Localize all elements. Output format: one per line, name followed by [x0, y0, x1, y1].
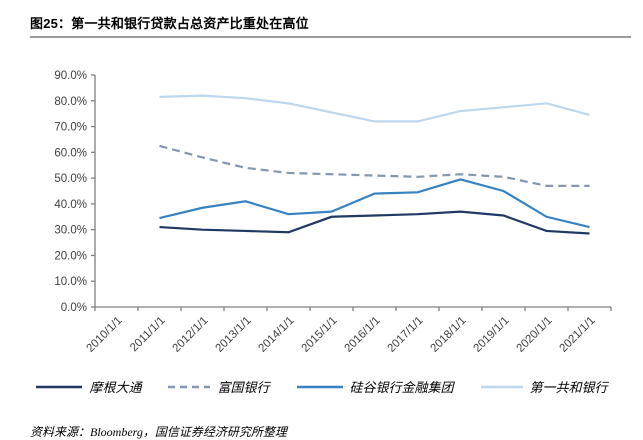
x-tick-label: 2011/1/1	[128, 315, 168, 355]
x-tick-label: 2019/1/1	[471, 315, 511, 355]
legend-marker-first-republic-line	[480, 385, 523, 388]
x-tick-label: 2012/1/1	[170, 315, 210, 355]
y-tick-label: 10.0%	[54, 276, 87, 288]
x-tick-label: 2015/1/1	[299, 315, 339, 355]
y-tick-label: 70.0%	[54, 122, 87, 134]
x-tick-label: 2021/1/1	[557, 315, 597, 355]
legend-label-wells-fargo: 富国银行	[217, 380, 270, 395]
series-line-first-republic	[159, 94, 590, 123]
legend-marker-jpmorgan-line	[36, 385, 83, 388]
series-line-svb-financial	[159, 178, 590, 229]
chart-legend: 摩根大通 富国银行 硅谷银行金融集团 第一共和银行	[0, 377, 643, 396]
x-tick-label: 2018/1/1	[428, 315, 468, 355]
legend-marker-svb-financial-line	[296, 385, 343, 388]
y-tick-label: 30.0%	[54, 225, 87, 237]
legend-item-svb-financial: 硅谷银行金融集团	[296, 377, 454, 396]
x-tick-label: 2020/1/1	[514, 315, 554, 355]
x-tick-label: 2013/1/1	[213, 315, 253, 355]
legend-item-first-republic: 第一共和银行	[480, 377, 608, 396]
legend-item-wells-fargo: 富国银行	[167, 377, 270, 396]
y-axis-labels: 0.0% 10.0% 20.0% 30.0% 40.0% 50.0% 60.0% 70.0% 8…	[54, 70, 87, 314]
series-line-wells-fargo	[159, 144, 590, 187]
source-note: 资料来源：Bloomberg，国信证券经济研究所整理	[30, 425, 287, 439]
legend-label-jpmorgan: 摩根大通	[89, 380, 142, 395]
x-tick-label: 2010/1/1	[84, 315, 124, 355]
axes	[91, 74, 612, 311]
figure-title: 图25：第一共和银行贷款占总资产比重处在高位	[30, 16, 309, 31]
y-tick-label: 20.0%	[54, 250, 87, 262]
y-tick-label: 40.0%	[54, 199, 87, 211]
x-tick-label: 2014/1/1	[256, 315, 296, 355]
x-axis-labels: 2010/1/1 2011/1/1 2012/1/1 2013/1/1 2014/1/1…	[84, 315, 597, 355]
series-line-jpmorgan	[159, 210, 590, 235]
title-underline	[30, 36, 631, 38]
y-tick-label: 90.0%	[54, 70, 87, 82]
legend-label-svb-financial: 硅谷银行金融集团	[349, 380, 454, 395]
y-tick-label: 60.0%	[54, 147, 87, 159]
y-tick-label: 0.0%	[61, 302, 87, 314]
legend-marker-wells-fargo-line	[168, 385, 211, 388]
legend-label-first-republic: 第一共和银行	[529, 380, 608, 395]
y-tick-label: 50.0%	[54, 173, 87, 185]
legend-item-jpmorgan: 摩根大通	[35, 377, 141, 396]
y-tick-label: 80.0%	[54, 96, 87, 108]
x-tick-label: 2017/1/1	[385, 315, 425, 355]
x-tick-label: 2016/1/1	[342, 315, 382, 355]
